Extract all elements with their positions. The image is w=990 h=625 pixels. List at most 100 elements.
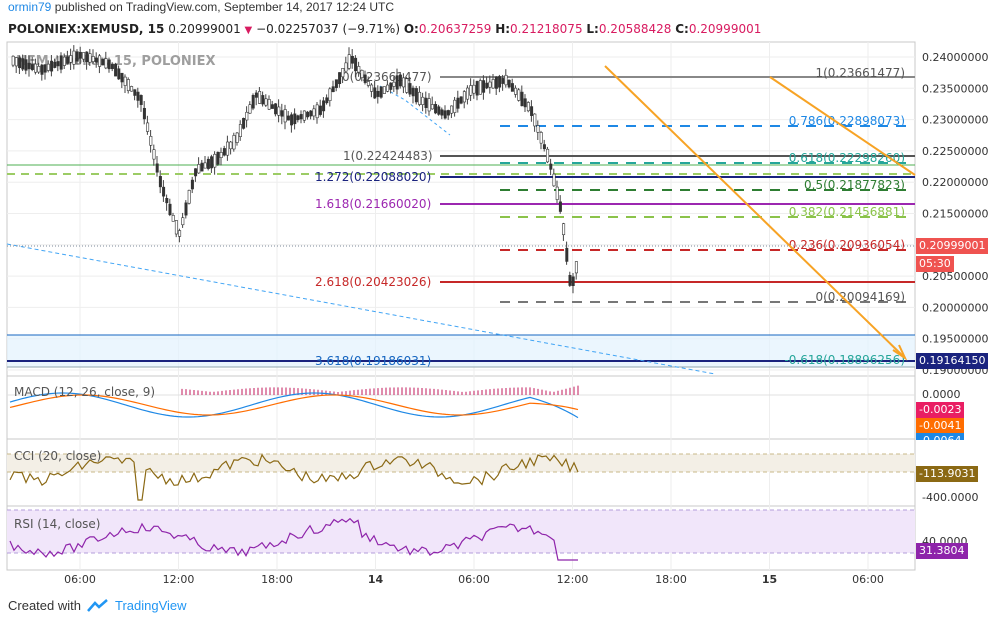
cci-value-tag: -113.9031 [916, 466, 979, 482]
macd-pane: MACD (12, 26, close, 9) 0.0000 [7, 385, 961, 419]
projection-arrows[interactable] [604, 65, 916, 361]
candle [462, 90, 466, 109]
candle [66, 50, 70, 65]
macd-axis-tick: 0.0000 [922, 388, 961, 401]
created-with-text: Created with [8, 598, 81, 613]
candle [18, 55, 22, 74]
time-tick-label: 12:00 [557, 573, 589, 586]
fib-ret-label-05: 0.5(0.21877823) [804, 178, 905, 192]
candle [53, 58, 57, 69]
candle [389, 82, 393, 94]
candle [43, 64, 47, 80]
candle [504, 69, 508, 88]
candle [133, 89, 137, 101]
candle [213, 151, 217, 175]
time-tick-label: 18:00 [261, 573, 293, 586]
candle [376, 85, 380, 104]
low-label: L: [586, 22, 599, 36]
candle [242, 117, 246, 130]
candle [270, 100, 274, 109]
candle [546, 146, 550, 164]
candle [123, 74, 127, 94]
rsi-label: RSI (14, close) [14, 517, 100, 531]
candle [107, 57, 111, 73]
candlesticks[interactable] [11, 45, 578, 294]
candle [491, 73, 495, 89]
candle [418, 86, 422, 107]
candle [91, 49, 95, 64]
price-tick-label: 0.23000000 [922, 114, 988, 127]
candle [485, 76, 489, 90]
pattern-trendline[interactable] [379, 85, 451, 136]
macd-label: MACD (12, 26, close, 9) [14, 385, 155, 399]
rsi-value-tag: 31.3804 [916, 543, 968, 559]
candle [62, 53, 66, 70]
cci-label: CCI (20, close) [14, 449, 101, 463]
price-axis[interactable]: 0.24000000 0.23500000 0.23000000 0.22500000… [922, 51, 988, 377]
candle [222, 145, 226, 157]
candle [472, 79, 476, 99]
last-price: 0.20999001 [168, 22, 241, 36]
price-tick-label: 0.22000000 [922, 176, 988, 189]
published-text: published on TradingView.com, September … [54, 0, 395, 14]
candle [405, 76, 409, 94]
candle [162, 180, 166, 202]
candle [130, 85, 134, 92]
candle [293, 108, 297, 130]
tradingview-brand-link[interactable]: TradingView [114, 598, 187, 613]
candle [437, 104, 441, 116]
candle [254, 90, 258, 106]
candle [200, 159, 204, 172]
candle [466, 85, 470, 105]
candle [568, 271, 572, 287]
fib-ext-label-2618: 2.618(0.20423026) [315, 275, 431, 289]
candle [469, 78, 473, 102]
macd-signal-line [9, 394, 579, 416]
candle [178, 228, 182, 243]
candle [210, 154, 214, 173]
macd-value-tag-1: -0.0023 [916, 402, 965, 418]
high-value: 0.21218075 [510, 22, 583, 36]
candle [395, 68, 399, 95]
fib-retracement[interactable]: 1(0.23661477) 0.786(0.22898073) 0.618(0.… [500, 66, 910, 367]
candle [258, 87, 262, 104]
candle [197, 157, 201, 174]
candle [398, 73, 402, 89]
candle [526, 101, 530, 113]
candle [226, 135, 230, 161]
candle [334, 79, 338, 92]
candle [360, 69, 364, 82]
time-axis[interactable]: 06:00 12:00 18:00 14 06:00 12:00 18:00 15 06:00 [64, 573, 884, 586]
macd-line [9, 392, 579, 419]
candle [69, 48, 73, 70]
time-tick-label: 06:00 [458, 573, 490, 586]
time-tick-label: 06:00 [852, 573, 884, 586]
candle [302, 110, 306, 124]
candle [120, 72, 124, 89]
fib-extension[interactable]: 0(0.23661477) 1(0.22424483) 1.272(0.2208… [315, 70, 915, 368]
macd-value-tag-2: -0.0041 [916, 418, 965, 434]
candle [309, 110, 313, 120]
candle [72, 45, 76, 70]
price-tick-label: 0.22500000 [922, 145, 988, 158]
candle [14, 56, 18, 73]
candle [155, 156, 159, 177]
fib-ext-label-1272: 1.272(0.22088020) [315, 170, 431, 184]
long-trendline[interactable] [6, 243, 716, 375]
candle [229, 140, 233, 155]
candle [456, 90, 460, 113]
symbol-label[interactable]: POLONIEX:XEMUSD, 15 [8, 22, 165, 36]
candle [440, 107, 444, 120]
candle [382, 86, 386, 94]
candle [30, 56, 34, 72]
candle [533, 113, 537, 132]
rsi-pane: RSI (14, close) 40.0000 [7, 509, 968, 561]
support-zone [7, 335, 915, 367]
fib-ret-label-neg0618: -0.618(0.18896256) [784, 353, 905, 367]
publish-header: ormin79 published on TradingView.com, Se… [0, 0, 990, 20]
candle [181, 212, 185, 228]
author-link[interactable]: ormin79 [8, 0, 52, 14]
candle [315, 102, 319, 124]
candle [117, 65, 121, 80]
